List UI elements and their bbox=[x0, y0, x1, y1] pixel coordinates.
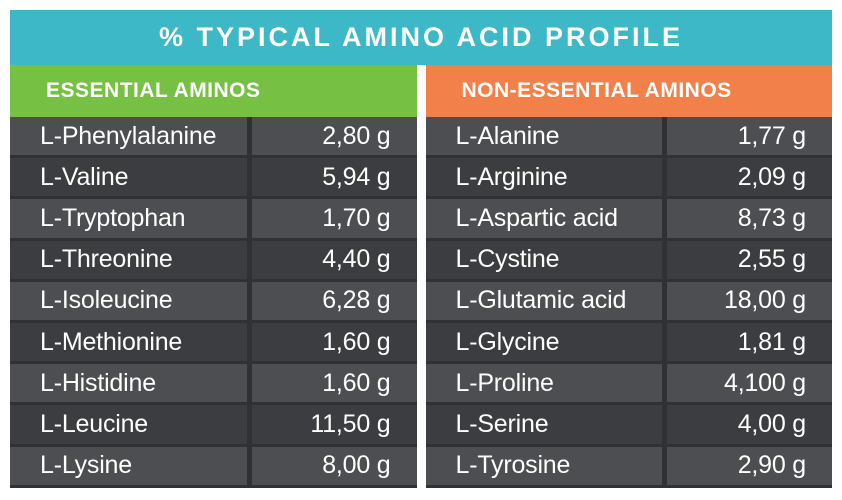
amino-value: 2,90 g bbox=[662, 446, 832, 485]
table-row: L-Lysine 8,00 g bbox=[10, 446, 417, 488]
amino-value: 1,60 g bbox=[246, 364, 417, 403]
amino-name: L-Proline bbox=[455, 368, 554, 397]
amino-name: L-Serine bbox=[455, 409, 549, 438]
table-row: L-Alanine 1,77 g bbox=[425, 117, 832, 159]
table-row: L-Cystine 2,55 g bbox=[425, 240, 832, 282]
amino-value: 6,28 g bbox=[246, 281, 417, 320]
amino-value: 1,70 g bbox=[246, 199, 417, 238]
amino-name: L-Tryptophan bbox=[40, 203, 186, 232]
table-row: L-Threonine 4,40 g bbox=[10, 240, 417, 282]
table-row: L-Arginine 2,09 g bbox=[425, 158, 832, 200]
amino-name: L-Alanine bbox=[455, 121, 560, 150]
table-row: L-Serine 4,00 g bbox=[425, 405, 832, 447]
amino-name: L-Phenylalanine bbox=[40, 121, 217, 150]
amino-name: L-Leucine bbox=[40, 409, 149, 438]
amino-name: L-Histidine bbox=[40, 368, 156, 397]
table-row: L-Proline 4,100 g bbox=[425, 364, 832, 406]
amino-name: L-Methionine bbox=[40, 327, 183, 356]
amino-name: L-Threonine bbox=[40, 245, 173, 274]
table-row: L-Glutamic acid 18,00 g bbox=[425, 281, 832, 323]
amino-value: 8,73 g bbox=[662, 199, 832, 238]
amino-name: L-Arginine bbox=[455, 162, 568, 191]
amino-name: L-Tyrosine bbox=[455, 451, 571, 480]
table-row: L-Valine 5,94 g bbox=[10, 158, 417, 200]
table-row: L-Methionine 1,60 g bbox=[10, 322, 417, 365]
non-essential-aminos-header: NON-ESSENTIAL AMINOS bbox=[425, 65, 832, 117]
amino-value: 4,100 g bbox=[662, 364, 832, 403]
amino-name: L-Isoleucine bbox=[40, 286, 173, 315]
amino-value: 4,00 g bbox=[662, 405, 832, 444]
amino-name: L-Glutamic acid bbox=[455, 286, 627, 315]
amino-name: L-Valine bbox=[40, 162, 129, 191]
table-row: L-Leucine 11,50 g bbox=[10, 405, 417, 447]
non-essential-aminos-rows: L-Alanine 1,77 g L-Arginine 2,09 g L-Asp… bbox=[425, 117, 832, 488]
amino-value: 18,00 g bbox=[662, 281, 832, 320]
amino-name: L-Lysine bbox=[40, 451, 132, 480]
essential-aminos-table: ESSENTIAL AMINOS L-Phenylalanine 2,80 g … bbox=[10, 65, 417, 488]
table-row: L-Glycine 1,81 g bbox=[425, 322, 832, 365]
amino-value: 2,09 g bbox=[662, 158, 832, 197]
amino-value: 4,40 g bbox=[246, 240, 417, 279]
amino-value: 1,81 g bbox=[662, 322, 832, 362]
amino-name: L-Glycine bbox=[455, 327, 560, 356]
amino-value: 1,60 g bbox=[246, 322, 417, 362]
amino-value: 5,94 g bbox=[246, 158, 417, 197]
amino-value: 2,55 g bbox=[662, 240, 832, 279]
amino-value: 11,50 g bbox=[246, 405, 417, 444]
table-row: L-Aspartic acid 8,73 g bbox=[425, 199, 832, 241]
table-row: L-Isoleucine 6,28 g bbox=[10, 281, 417, 323]
tables-container: ESSENTIAL AMINOS L-Phenylalanine 2,80 g … bbox=[10, 65, 832, 488]
amino-name: L-Cystine bbox=[455, 245, 560, 274]
essential-aminos-rows: L-Phenylalanine 2,80 g L-Valine 5,94 g L… bbox=[10, 117, 417, 488]
essential-aminos-header: ESSENTIAL AMINOS bbox=[10, 65, 417, 117]
amino-value: 8,00 g bbox=[246, 446, 417, 485]
page-title: % TYPICAL AMINO ACID PROFILE bbox=[10, 10, 832, 65]
amino-acid-profile-panel: % TYPICAL AMINO ACID PROFILE ESSENTIAL A… bbox=[10, 10, 832, 488]
non-essential-aminos-table: NON-ESSENTIAL AMINOS L-Alanine 1,77 g L-… bbox=[425, 65, 832, 488]
table-row: L-Tyrosine 2,90 g bbox=[425, 446, 832, 488]
amino-value: 1,77 g bbox=[662, 117, 832, 156]
table-row: L-Tryptophan 1,70 g bbox=[10, 199, 417, 241]
table-row: L-Phenylalanine 2,80 g bbox=[10, 117, 417, 159]
table-row: L-Histidine 1,60 g bbox=[10, 364, 417, 406]
amino-value: 2,80 g bbox=[246, 117, 417, 156]
amino-name: L-Aspartic acid bbox=[455, 203, 619, 232]
